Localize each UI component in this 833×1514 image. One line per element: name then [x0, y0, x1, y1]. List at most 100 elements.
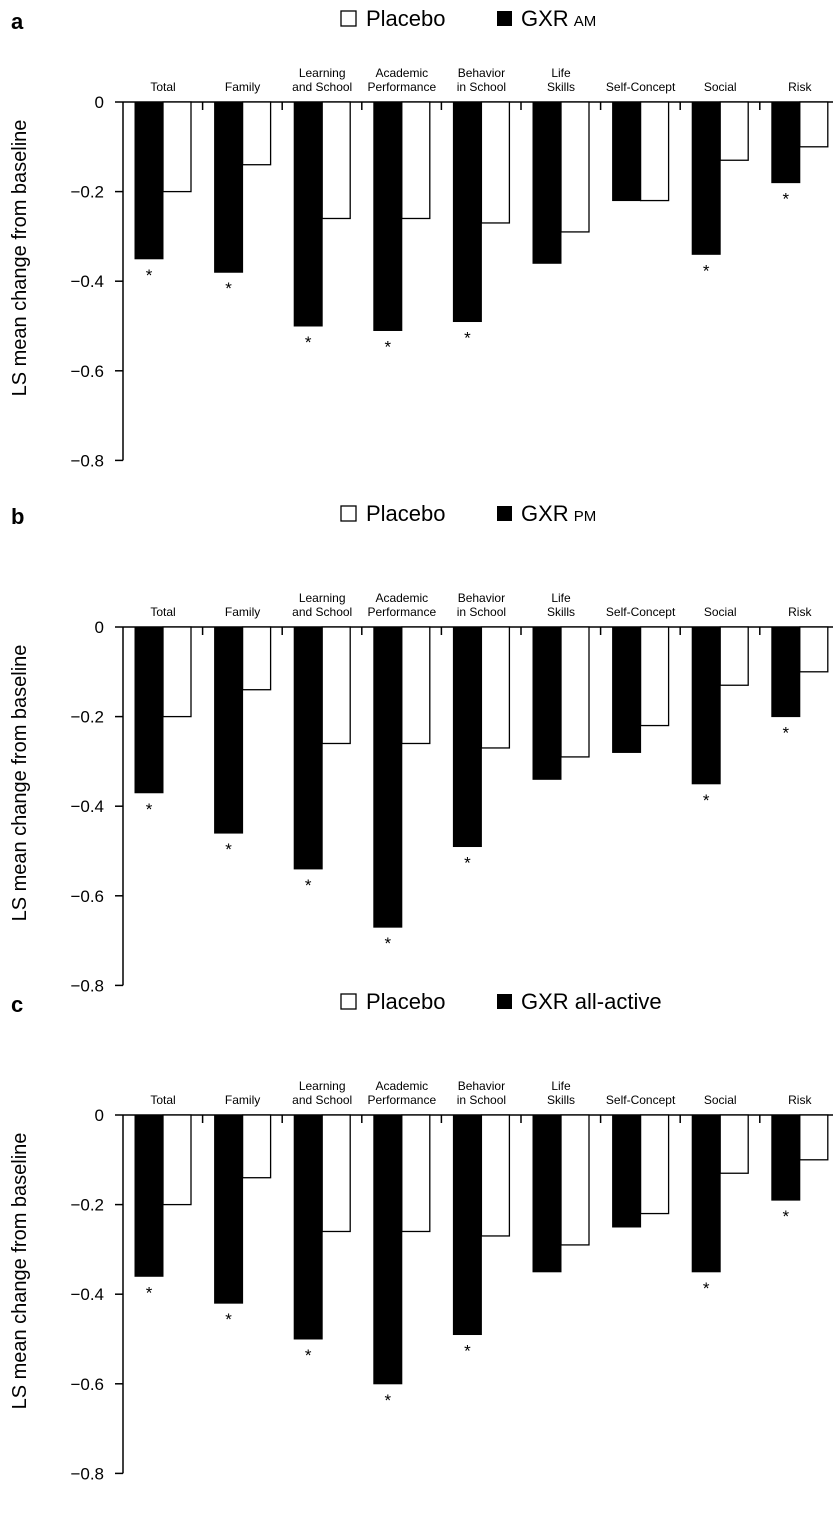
bar-gxr — [612, 101, 642, 202]
x-tick-label: Performance — [367, 1093, 436, 1107]
x-tick-label: Social — [704, 1093, 737, 1107]
bar-placebo — [719, 626, 749, 686]
significance-marker: * — [225, 1310, 232, 1329]
bar-gxr — [134, 101, 164, 260]
bar-gxr — [612, 1114, 642, 1228]
bar-placebo — [639, 626, 670, 727]
legend: Placebo GXR all-active — [340, 989, 662, 1014]
bar-gxr — [293, 626, 323, 870]
bar-placebo — [560, 1114, 590, 1246]
panel-label: b — [11, 504, 24, 529]
legend-swatch-gxr — [497, 994, 512, 1009]
y-tick-label: −0.2 — [70, 708, 104, 727]
bar-gxr — [532, 626, 562, 780]
bar-placebo — [321, 626, 351, 745]
y-tick-label: −0.6 — [70, 887, 104, 906]
x-tick-label: Life — [551, 66, 571, 80]
bar-gxr — [373, 626, 403, 928]
x-tick-label: Behavior — [458, 66, 505, 80]
chart-panel-a: a Placebo GXR AM LS mean change from baselin… — [9, 6, 833, 470]
significance-marker: * — [782, 1207, 789, 1226]
significance-marker: * — [384, 1391, 391, 1410]
panel-label: a — [11, 9, 24, 34]
legend-swatch-placebo — [340, 993, 357, 1010]
significance-marker: * — [782, 724, 789, 743]
legend-label-gxr-suffix: PM — [574, 508, 597, 525]
bar-gxr — [691, 1114, 721, 1273]
bar-gxr — [214, 101, 244, 273]
legend-label-placebo: Placebo — [366, 6, 446, 31]
legend-swatch-gxr — [497, 506, 512, 521]
x-tick-label: Risk — [788, 605, 812, 619]
significance-marker: * — [146, 1283, 153, 1302]
significance-marker: * — [703, 791, 710, 810]
x-tick-label: Performance — [367, 605, 436, 619]
bar-gxr — [771, 1114, 801, 1201]
significance-marker: * — [464, 1342, 471, 1361]
significance-marker: * — [703, 1279, 710, 1298]
bar-gxr — [771, 101, 801, 184]
significance-marker: * — [384, 934, 391, 953]
bar-placebo — [401, 1114, 431, 1233]
y-axis-label: LS mean change from baseline — [9, 120, 31, 397]
bar-gxr — [532, 101, 562, 264]
chart-panel-c: c Placebo GXR all-active LS mean change fro… — [9, 989, 833, 1483]
significance-marker: * — [305, 876, 312, 895]
y-tick-label: −0.2 — [70, 183, 104, 202]
bar-gxr — [293, 1114, 323, 1340]
y-tick-label: −0.4 — [70, 797, 104, 816]
bar-gxr — [612, 626, 642, 753]
x-tick-label: Life — [551, 1079, 571, 1093]
x-tick-label: Family — [225, 80, 260, 94]
bar-placebo — [799, 626, 829, 673]
bar-gxr — [373, 1114, 403, 1385]
x-tick-label: Risk — [788, 1093, 812, 1107]
y-tick-label: 0 — [95, 1106, 104, 1125]
x-tick-label: Total — [150, 80, 175, 94]
x-tick-label: and School — [292, 605, 352, 619]
bar-placebo — [401, 101, 431, 220]
bar-gxr — [532, 1114, 562, 1273]
x-tick-label: Total — [150, 1093, 175, 1107]
bar-placebo — [241, 1114, 272, 1179]
bar-gxr — [691, 101, 721, 255]
x-tick-label: Skills — [547, 80, 575, 94]
significance-marker: * — [782, 190, 789, 209]
x-tick-label: Social — [704, 605, 737, 619]
x-tick-label: Learning — [299, 591, 346, 605]
bar-placebo — [401, 626, 431, 745]
bar-gxr — [293, 101, 323, 327]
significance-marker: * — [305, 333, 312, 352]
x-tick-label: Academic — [375, 1079, 428, 1093]
significance-marker: * — [384, 337, 391, 356]
chart-panel-b: b Placebo GXR PM LS mean change from baselin… — [9, 501, 833, 995]
x-tick-label: Academic — [375, 66, 428, 80]
legend-label-gxr-suffix: AM — [574, 13, 597, 30]
legend-label-placebo: Placebo — [366, 989, 446, 1014]
legend: Placebo GXR PM — [340, 501, 597, 526]
y-tick-label: 0 — [95, 618, 104, 637]
x-tick-label: Skills — [547, 605, 575, 619]
panel-label: c — [11, 992, 23, 1017]
significance-marker: * — [225, 840, 232, 859]
bar-gxr — [452, 626, 482, 848]
significance-marker: * — [225, 279, 232, 298]
x-tick-label: Family — [225, 605, 260, 619]
y-tick-label: −0.8 — [70, 1464, 104, 1483]
legend-swatch-placebo — [340, 505, 357, 522]
bar-placebo — [560, 626, 590, 758]
x-tick-label: Life — [551, 591, 571, 605]
significance-marker: * — [146, 800, 153, 819]
bar-placebo — [480, 1114, 511, 1237]
y-tick-label: −0.4 — [70, 1285, 104, 1304]
x-tick-label: in School — [457, 1093, 506, 1107]
bar-placebo — [799, 101, 829, 148]
bar-placebo — [719, 101, 749, 161]
x-tick-label: Self-Concept — [606, 605, 676, 619]
legend: Placebo GXR AM — [340, 6, 597, 31]
y-tick-label: −0.8 — [70, 451, 104, 470]
bar-placebo — [560, 101, 590, 233]
bar-gxr — [373, 101, 403, 331]
x-tick-label: in School — [457, 605, 506, 619]
y-axis-label: LS mean change from baseline — [9, 645, 31, 922]
